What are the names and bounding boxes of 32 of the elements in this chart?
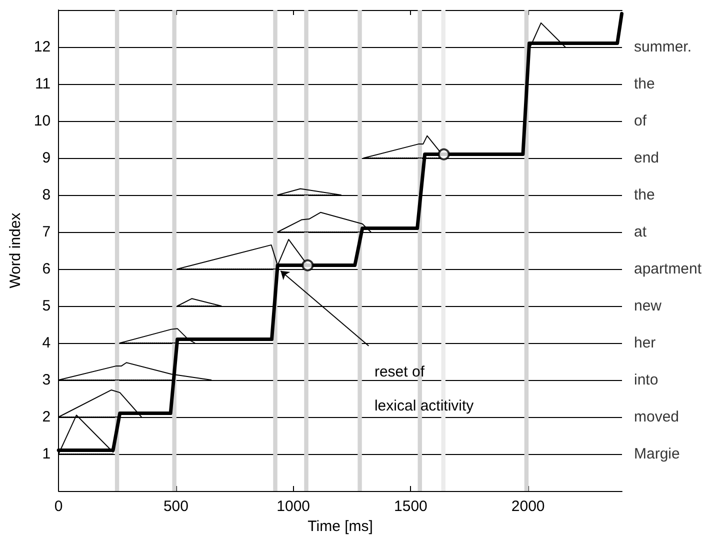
text: end [634, 150, 660, 166]
text: new [634, 298, 662, 314]
y-tick-label: 4 [42, 334, 51, 352]
text: moved [634, 408, 680, 426]
text: into [634, 372, 658, 388]
y-tick-label: 12 [34, 38, 51, 56]
annotation: reset of lexical actitivity [374, 364, 474, 415]
x-tick-label: 1500 [394, 498, 428, 515]
y-tick-label: 7 [42, 224, 51, 240]
text: apartment [634, 260, 702, 278]
text: the [634, 76, 655, 92]
x-tick-label: 1000 [276, 498, 310, 515]
text: at [634, 224, 648, 240]
y-axis-title: Word index [7, 212, 24, 288]
y-tick-label: 8 [42, 186, 51, 204]
y-tick-label: 10 [34, 112, 51, 130]
text: summer. [634, 38, 692, 56]
y-tick-label: 2 [42, 408, 51, 426]
y-tick-label: 3 [42, 372, 51, 388]
text: of [634, 112, 648, 130]
x-axis-title: Time [ms] [308, 518, 373, 535]
y-tick-label: 11 [35, 76, 51, 92]
x-tick-label: 500 [163, 498, 188, 515]
y-tick-label: 6 [42, 260, 51, 278]
x-tick-label: 2000 [511, 498, 545, 515]
y-tick-label: 9 [42, 150, 51, 166]
text: her [634, 334, 656, 352]
x-tick-label: 0 [54, 498, 63, 515]
y-tick-label: 1 [42, 446, 51, 462]
text: Margie [634, 446, 680, 462]
text: the [634, 186, 655, 204]
y-tick-label: 5 [42, 298, 51, 314]
